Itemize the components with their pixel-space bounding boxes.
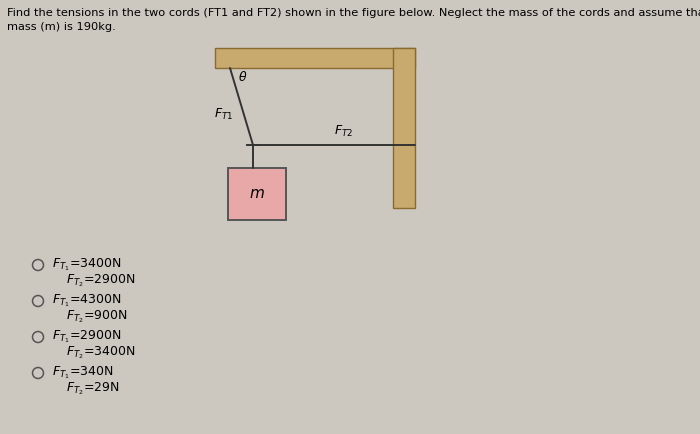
Text: $F_{T_1}$=2900N: $F_{T_1}$=2900N <box>52 329 121 345</box>
Text: $F_{T_1}$=340N: $F_{T_1}$=340N <box>52 365 113 381</box>
Text: Find the tensions in the two cords (FT1 and FT2) shown in the figure below. Negl: Find the tensions in the two cords (FT1 … <box>7 8 700 18</box>
Text: $F_{T_2}$=2900N: $F_{T_2}$=2900N <box>66 273 135 289</box>
Text: $F_{T_2}$=900N: $F_{T_2}$=900N <box>66 309 127 326</box>
Text: $F_{T_1}$=3400N: $F_{T_1}$=3400N <box>52 257 121 273</box>
Text: $F_{T_2}$=3400N: $F_{T_2}$=3400N <box>66 345 135 362</box>
Text: $\theta$: $\theta$ <box>238 70 247 84</box>
Text: $F_{T_2}$=29N: $F_{T_2}$=29N <box>66 381 119 398</box>
Text: $F_{T2}$: $F_{T2}$ <box>335 123 354 138</box>
Text: $F_{T_1}$=4300N: $F_{T_1}$=4300N <box>52 293 121 309</box>
Text: mass (m) is 190kg.: mass (m) is 190kg. <box>7 22 116 32</box>
Text: $F_{T1}$: $F_{T1}$ <box>214 107 233 122</box>
Bar <box>215 48 415 68</box>
Bar <box>393 48 415 208</box>
Bar <box>228 168 286 220</box>
Text: $m$: $m$ <box>249 187 265 201</box>
